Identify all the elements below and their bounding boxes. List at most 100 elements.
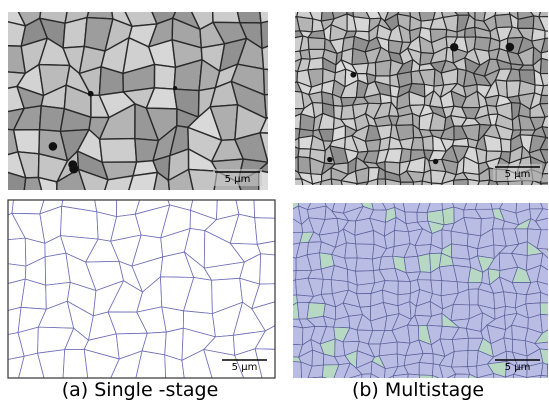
grain <box>313 182 322 197</box>
grain <box>399 182 413 193</box>
micrograph: 5 μm <box>0 0 290 226</box>
grain <box>417 212 428 222</box>
grain <box>418 254 431 273</box>
grain <box>525 375 541 392</box>
grain <box>321 279 332 294</box>
grain <box>237 379 262 405</box>
grain <box>0 380 18 405</box>
micrograph: 5 μm <box>286 3 549 197</box>
grain <box>265 92 286 118</box>
caption: (b) Multistage <box>352 379 484 401</box>
grain <box>540 95 549 104</box>
grain <box>451 231 468 246</box>
micrograph: 5 μm <box>0 182 316 405</box>
grain <box>298 157 311 174</box>
grain <box>421 181 433 196</box>
pore <box>49 142 58 151</box>
pore <box>433 159 438 164</box>
grain <box>308 38 325 50</box>
grain <box>87 0 113 19</box>
grain <box>14 130 40 154</box>
grain <box>1 238 26 266</box>
grain <box>419 362 433 375</box>
pore <box>69 164 78 173</box>
grain <box>452 338 468 351</box>
scale-bar-label: 5 μm <box>505 362 531 373</box>
pore <box>327 157 332 162</box>
page: (a) Single -stage (b) Multistage 5 μm5 μ… <box>0 0 549 405</box>
grain <box>287 280 296 296</box>
grain <box>423 136 434 151</box>
grain <box>355 258 373 271</box>
grain <box>345 243 358 258</box>
grain <box>431 183 444 196</box>
grain <box>545 31 549 39</box>
grain <box>377 179 386 194</box>
grain <box>540 303 549 315</box>
grain <box>259 0 290 23</box>
grain <box>60 206 98 239</box>
grain <box>284 257 296 272</box>
grain <box>405 212 417 224</box>
grain <box>501 139 511 152</box>
grain <box>308 377 322 389</box>
grain <box>385 179 400 194</box>
grain <box>530 194 543 209</box>
grain <box>100 139 137 163</box>
grain <box>288 381 302 391</box>
grain <box>333 380 348 389</box>
grain <box>321 3 334 21</box>
pore <box>350 72 356 78</box>
grain <box>288 179 304 193</box>
grain <box>379 256 395 270</box>
grain <box>475 196 492 209</box>
grain <box>469 289 479 305</box>
grain <box>451 304 470 320</box>
grain <box>255 218 288 245</box>
grain <box>154 64 175 89</box>
grain <box>296 378 313 391</box>
grain <box>319 377 336 389</box>
grain <box>468 179 480 193</box>
grain <box>286 326 303 345</box>
grain <box>308 58 323 70</box>
grain <box>341 181 357 194</box>
grain <box>514 374 527 392</box>
grain <box>356 168 369 184</box>
grain <box>261 19 288 48</box>
grain <box>291 157 298 173</box>
pore <box>506 43 515 52</box>
grain <box>453 179 468 193</box>
grain <box>279 378 316 400</box>
grain <box>411 138 423 150</box>
scale-bar-label: 5 μm <box>505 169 531 180</box>
grain <box>285 302 299 319</box>
grain <box>539 5 549 17</box>
grain <box>365 139 380 151</box>
grain <box>443 207 455 225</box>
grain <box>522 180 533 193</box>
grain <box>451 351 468 368</box>
grain <box>286 114 301 129</box>
grain <box>379 342 397 356</box>
pore <box>173 86 177 90</box>
grain <box>356 244 374 259</box>
grain <box>46 379 63 405</box>
grain <box>495 4 510 16</box>
grain <box>451 244 469 259</box>
grain <box>504 292 517 308</box>
grain <box>254 378 287 405</box>
grain <box>264 69 290 95</box>
grain <box>297 17 313 32</box>
grain <box>508 180 522 193</box>
grain <box>496 181 509 192</box>
grain <box>540 182 549 196</box>
grain <box>495 14 512 27</box>
grain <box>38 350 65 387</box>
grain <box>375 60 391 76</box>
grain <box>540 58 549 73</box>
figure: (a) Single -stage (b) Multistage 5 μm5 μ… <box>0 0 549 405</box>
grain <box>354 17 370 32</box>
pore <box>450 43 458 51</box>
scale-bar-label: 5 μm <box>225 174 251 185</box>
